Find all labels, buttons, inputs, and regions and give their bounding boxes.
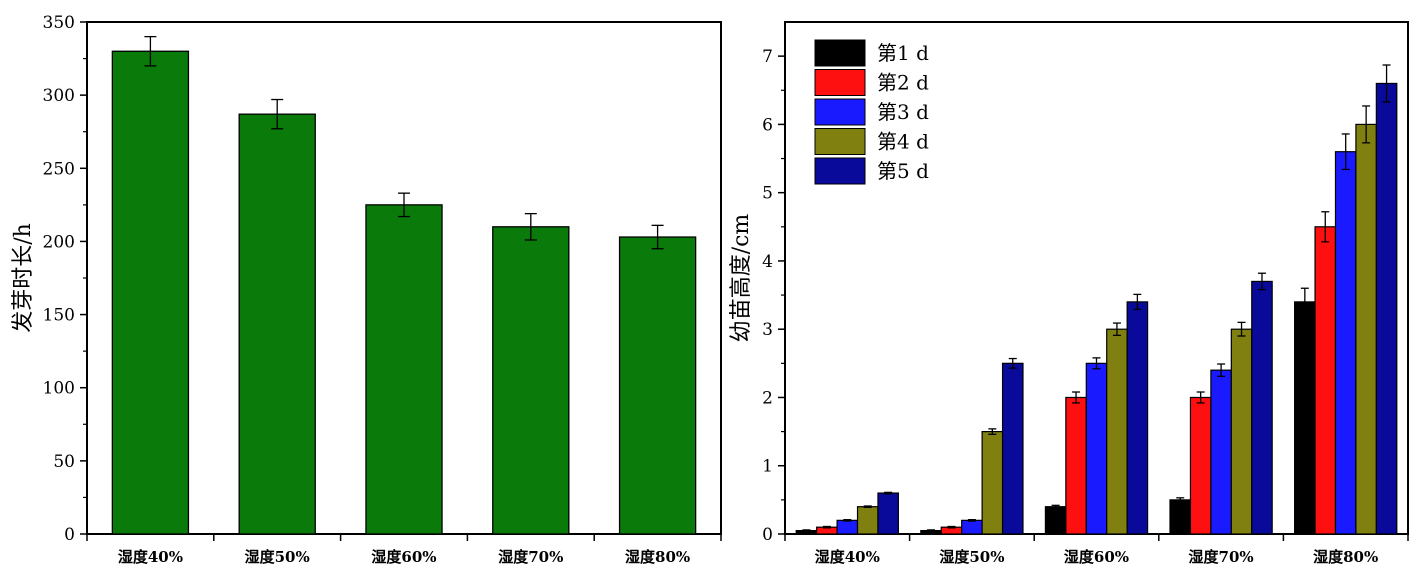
bar bbox=[492, 226, 570, 535]
bar-3 bbox=[1334, 151, 1357, 535]
category-label: 湿度60% bbox=[371, 548, 436, 566]
y-tick-label: 200 bbox=[43, 232, 75, 252]
y-tick-label: 350 bbox=[43, 13, 75, 33]
y-axis-label: 发芽时长/h bbox=[11, 223, 36, 333]
bar bbox=[238, 113, 316, 535]
y-tick-label: 4 bbox=[762, 252, 773, 272]
category-label: 湿度40% bbox=[815, 548, 880, 566]
legend-label: 第3 d bbox=[877, 100, 929, 124]
category-label: 湿度80% bbox=[1313, 548, 1378, 566]
bar-3 bbox=[836, 519, 859, 535]
bar-4 bbox=[1355, 123, 1377, 535]
bar-3 bbox=[1085, 362, 1108, 535]
y-tick-label: 3 bbox=[762, 320, 773, 340]
bar-4 bbox=[1230, 328, 1253, 535]
category-label: 湿度80% bbox=[625, 548, 690, 566]
bar-5 bbox=[877, 492, 899, 535]
y-tick-label: 2 bbox=[762, 388, 773, 408]
y-tick-label: 0 bbox=[64, 525, 75, 545]
legend-swatch bbox=[814, 39, 866, 67]
y-axis-label: 幼苗高度/cm bbox=[729, 214, 754, 343]
category-label: 湿度70% bbox=[498, 548, 563, 566]
bar-5 bbox=[1251, 280, 1273, 535]
bar-2 bbox=[1189, 396, 1212, 535]
category-label: 湿度50% bbox=[245, 548, 310, 566]
legend: 第1 d 第2 d 第3 d 第4 d 第5 d bbox=[814, 39, 929, 185]
legend-label: 第5 d bbox=[877, 159, 929, 183]
bar-5 bbox=[1001, 362, 1024, 535]
y-tick-label: 100 bbox=[43, 379, 75, 399]
bar-5 bbox=[1375, 82, 1398, 535]
y-tick-label: 7 bbox=[762, 47, 773, 67]
bar-5 bbox=[1126, 301, 1149, 535]
y-tick-label: 6 bbox=[762, 115, 773, 135]
category-label: 湿度40% bbox=[118, 548, 183, 566]
bar-4 bbox=[1106, 328, 1128, 535]
bar-2 bbox=[1065, 396, 1087, 535]
bar bbox=[618, 236, 697, 535]
y-tick-label: 250 bbox=[43, 159, 75, 179]
legend-swatch bbox=[814, 128, 866, 155]
legend-label: 第1 d bbox=[877, 41, 929, 65]
germination-duration-chart: 0 50 100 150 200 250 300 350 湿度40% 湿度50% 湿度60% 湿度70… bbox=[11, 13, 722, 566]
legend-swatch bbox=[814, 157, 866, 185]
bar bbox=[111, 50, 190, 535]
seedling-height-chart: 0 1 2 3 4 5 6 7 湿度40% 湿度50% 湿度60% 湿度70% 湿度80% 幼苗高度/cm… bbox=[729, 21, 1409, 566]
bar-4 bbox=[981, 431, 1004, 535]
bar-1 bbox=[1044, 506, 1067, 535]
bar-3 bbox=[961, 519, 983, 535]
bar-1 bbox=[1169, 499, 1192, 535]
category-label: 湿度50% bbox=[939, 548, 1004, 566]
bar-2 bbox=[1314, 226, 1337, 535]
bar bbox=[365, 204, 443, 535]
y-tick-label: 0 bbox=[762, 525, 773, 545]
bar-3 bbox=[1210, 369, 1232, 535]
y-tick-label: 150 bbox=[43, 306, 75, 326]
legend-label: 第2 d bbox=[877, 71, 929, 95]
y-tick-label: 50 bbox=[53, 452, 75, 472]
bar-1 bbox=[1294, 301, 1316, 535]
category-label: 湿度60% bbox=[1064, 548, 1129, 566]
category-label: 湿度70% bbox=[1189, 548, 1254, 566]
legend-swatch bbox=[814, 69, 866, 96]
bar-4 bbox=[856, 506, 879, 535]
y-tick-label: 300 bbox=[43, 86, 75, 106]
legend-swatch bbox=[814, 98, 866, 126]
y-tick-label: 1 bbox=[762, 457, 773, 477]
y-tick-label: 5 bbox=[762, 184, 773, 204]
legend-label: 第4 d bbox=[877, 130, 929, 154]
